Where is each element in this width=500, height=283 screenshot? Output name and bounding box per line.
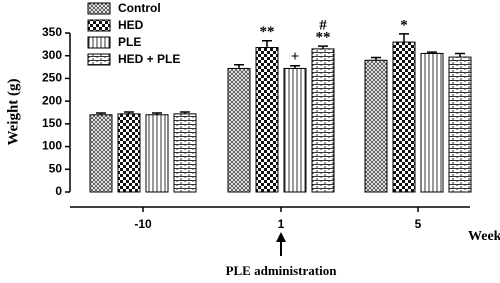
- bar: [392, 41, 416, 193]
- x-annotation: PLE administration: [226, 263, 338, 278]
- legend-swatch: [87, 19, 111, 32]
- error-bar: [455, 52, 465, 58]
- legend-label: PLE: [118, 35, 141, 49]
- annotation: +: [291, 49, 300, 65]
- bar: [173, 113, 197, 193]
- y-axis-label: Weight (g): [5, 78, 21, 145]
- y-tick-label: 0: [55, 184, 62, 198]
- error-bar: [262, 39, 272, 48]
- bar: [283, 67, 307, 193]
- arrow-head: [276, 232, 286, 242]
- annotation: *: [400, 17, 408, 33]
- y-tick-label: 200: [42, 93, 62, 107]
- y-tick-label: 250: [42, 71, 62, 85]
- legend-swatch: [87, 36, 111, 49]
- y-tick-label: 350: [42, 25, 62, 39]
- legend-label: HED: [118, 18, 144, 32]
- x-tick-label: 1: [278, 217, 285, 231]
- annotation: **: [316, 30, 331, 46]
- bar: [145, 114, 169, 193]
- legend-swatch: [87, 53, 111, 66]
- bar: [448, 56, 472, 193]
- error-bar: [180, 111, 190, 114]
- error-bar: [124, 111, 134, 114]
- y-tick-label: 300: [42, 48, 62, 62]
- bar: [364, 59, 388, 193]
- bar: [117, 113, 141, 193]
- error-bar: [152, 112, 162, 115]
- y-tick-label: 100: [42, 139, 62, 153]
- bar: [89, 114, 113, 193]
- x-tick-label: -10: [134, 217, 152, 231]
- error-bar: [318, 45, 328, 49]
- bar: [227, 67, 251, 193]
- error-bar: [96, 112, 106, 115]
- y-tick-label: 150: [42, 116, 62, 130]
- x-axis-label: Weeks: [468, 229, 500, 244]
- x-tick-label: 5: [415, 217, 422, 231]
- legend-swatch: [87, 2, 111, 15]
- legend-label: Control: [118, 1, 161, 15]
- y-tick-label: 50: [49, 161, 63, 175]
- annotation: **: [260, 24, 275, 40]
- bar: [255, 47, 279, 193]
- bar: [420, 52, 444, 193]
- annotation: #: [319, 18, 327, 34]
- error-bar: [234, 64, 244, 69]
- error-bar: [427, 51, 437, 54]
- error-bar: [399, 33, 409, 43]
- error-bar: [290, 64, 300, 69]
- bar: [311, 48, 335, 193]
- error-bar: [371, 56, 381, 61]
- legend-label: HED + PLE: [118, 52, 180, 66]
